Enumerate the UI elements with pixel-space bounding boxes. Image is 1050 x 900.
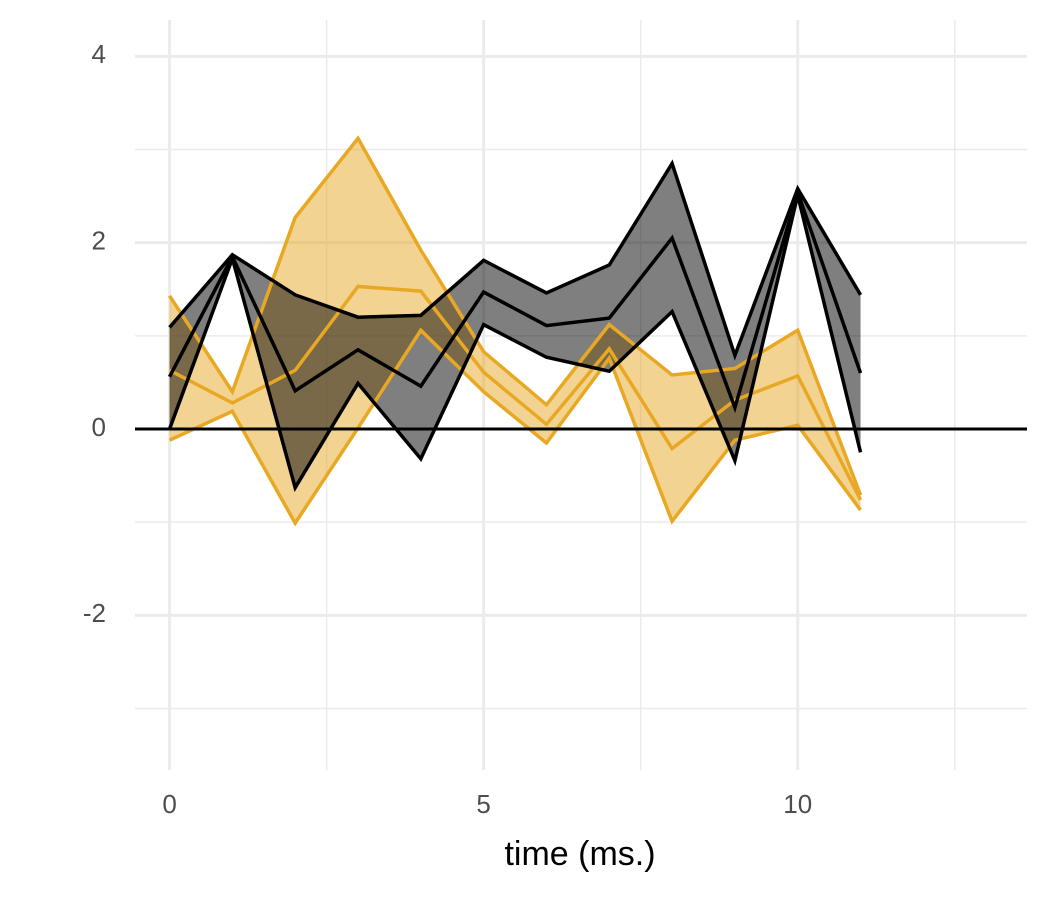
y-tick-label: -2 bbox=[83, 598, 106, 628]
y-tick-label: 2 bbox=[92, 226, 106, 256]
y-tick-label: 4 bbox=[92, 39, 106, 69]
line bbox=[168, 159, 863, 361]
line bbox=[168, 284, 863, 501]
x-tick-label: 10 bbox=[783, 789, 812, 819]
line bbox=[167, 194, 863, 493]
x-tick-label: 0 bbox=[162, 789, 176, 819]
line bbox=[168, 327, 862, 527]
ribbon bbox=[169, 138, 861, 524]
line bbox=[167, 186, 863, 414]
x-axis-title: time (ms.) bbox=[504, 835, 655, 873]
y-tick-label: 0 bbox=[92, 412, 106, 442]
plot-area bbox=[135, 135, 1027, 527]
line bbox=[168, 135, 863, 496]
x-tick-label: 5 bbox=[476, 789, 490, 819]
